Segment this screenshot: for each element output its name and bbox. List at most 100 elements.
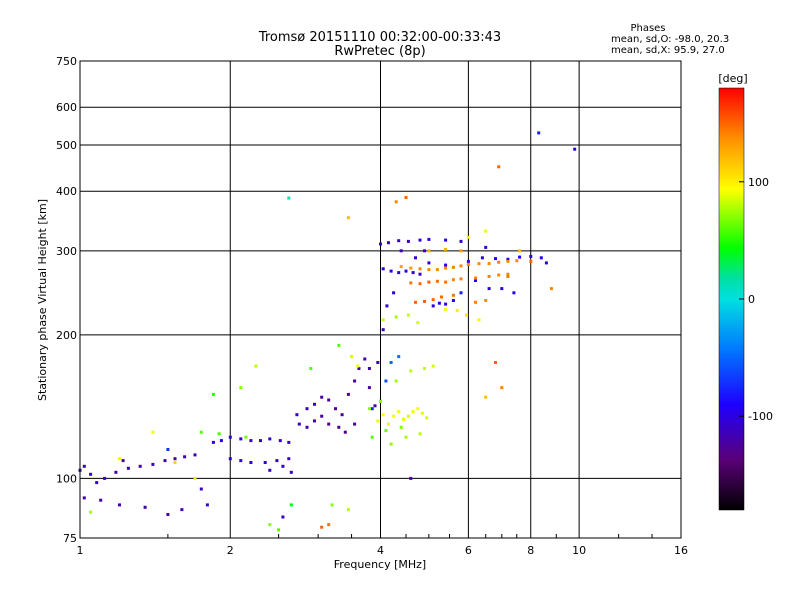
data-point-o — [320, 414, 324, 418]
data-point-o — [418, 272, 422, 276]
data-point-o — [121, 459, 125, 463]
data-point-o — [297, 422, 301, 426]
x-axis: 1 2 4 6 8 10 16 — [77, 534, 688, 557]
y-tick-label: 750 — [56, 55, 77, 68]
data-point-x — [427, 249, 431, 253]
data-point-x — [425, 416, 429, 420]
data-point-x — [337, 343, 341, 347]
data-point-x — [370, 435, 374, 439]
data-point-o — [205, 503, 209, 507]
data-point-x — [451, 278, 455, 282]
data-point-o — [180, 508, 184, 512]
data-point-o — [387, 241, 390, 245]
data-point-x — [406, 414, 410, 418]
data-point-o — [437, 301, 441, 305]
data-point-x — [394, 200, 398, 204]
data-point-o — [193, 453, 197, 457]
colorbar-unit: [deg] — [718, 72, 747, 85]
data-point-o — [268, 437, 272, 441]
x-tick-label: 2 — [227, 544, 234, 557]
data-point-o — [353, 422, 357, 426]
data-point-o — [370, 407, 374, 411]
data-point-o — [518, 255, 522, 259]
data-point-x — [289, 503, 293, 507]
data-point-x — [506, 272, 510, 276]
data-point-o — [494, 257, 497, 261]
data-point-x — [484, 395, 488, 399]
y-tick-label: 100 — [56, 472, 77, 485]
data-point-x — [484, 229, 488, 233]
data-point-x — [416, 407, 420, 411]
data-point-o — [259, 439, 262, 443]
data-point-x — [346, 216, 350, 220]
colorbar: [deg] 100 0 -100 — [718, 72, 773, 511]
phases-line-o: mean, sd,O: -98.0, 20.3 — [611, 34, 729, 45]
data-point-x — [402, 417, 406, 421]
data-point-o — [289, 470, 293, 474]
data-point-x — [309, 367, 313, 370]
data-point-x — [418, 267, 422, 271]
data-point-x — [409, 266, 413, 270]
data-point-o — [95, 481, 99, 485]
x-tick-label: 16 — [674, 544, 688, 557]
data-point-x — [199, 430, 203, 434]
data-point-o — [411, 271, 415, 275]
data-point-o — [367, 367, 371, 370]
data-point-o — [103, 476, 107, 480]
data-point-o — [487, 287, 491, 291]
data-point-x — [451, 293, 455, 297]
data-point-x — [173, 461, 177, 464]
data-point-x — [529, 259, 533, 263]
data-point-x — [549, 287, 553, 291]
data-point-x — [487, 262, 491, 266]
data-point-o — [451, 299, 455, 302]
data-point-o — [82, 464, 86, 468]
data-point-x — [435, 268, 439, 272]
data-point-o — [544, 261, 548, 265]
data-point-o — [381, 267, 385, 271]
data-point-x — [193, 476, 197, 480]
data-point-o — [151, 462, 155, 466]
y-tick-label: 75 — [63, 532, 77, 545]
data-point-x — [397, 410, 401, 414]
data-point-x — [416, 321, 420, 325]
data-point-o — [281, 464, 285, 468]
data-point-x — [427, 280, 431, 284]
data-point-o — [367, 386, 371, 390]
x-axis-label: Frequency [MHz] — [334, 558, 426, 571]
colorbar-tick-label: 100 — [748, 176, 769, 189]
data-point-o — [346, 392, 350, 396]
data-point-o — [357, 367, 361, 370]
data-point-o — [381, 328, 385, 332]
data-point-o — [537, 131, 541, 135]
data-point-x — [387, 422, 390, 426]
data-point-x — [466, 235, 470, 239]
data-point-x — [217, 432, 221, 436]
data-point-x — [254, 364, 258, 368]
data-point-x — [465, 313, 469, 317]
data-point-x — [418, 282, 422, 286]
data-point-o — [82, 496, 86, 500]
scatter-points — [78, 131, 577, 532]
data-point-o — [512, 291, 516, 295]
data-point-o — [249, 439, 253, 443]
data-point-x — [444, 280, 448, 284]
data-point-o — [423, 249, 426, 253]
data-point-o — [166, 513, 170, 516]
data-point-o — [384, 379, 388, 383]
data-point-x — [418, 432, 422, 436]
data-point-x — [477, 318, 481, 322]
colorbar-tick-label: -100 — [748, 410, 773, 423]
data-point-o — [363, 357, 367, 361]
data-point-o — [573, 147, 577, 151]
data-point-o — [320, 395, 324, 399]
data-point-o — [126, 466, 130, 470]
data-point-x — [350, 355, 354, 359]
data-point-x — [118, 457, 121, 461]
data-point-x — [444, 266, 448, 270]
data-point-x — [320, 525, 324, 529]
data-point-o — [506, 257, 510, 261]
data-point-x — [211, 392, 215, 396]
data-point-o — [459, 239, 463, 243]
data-point-o — [427, 237, 431, 241]
